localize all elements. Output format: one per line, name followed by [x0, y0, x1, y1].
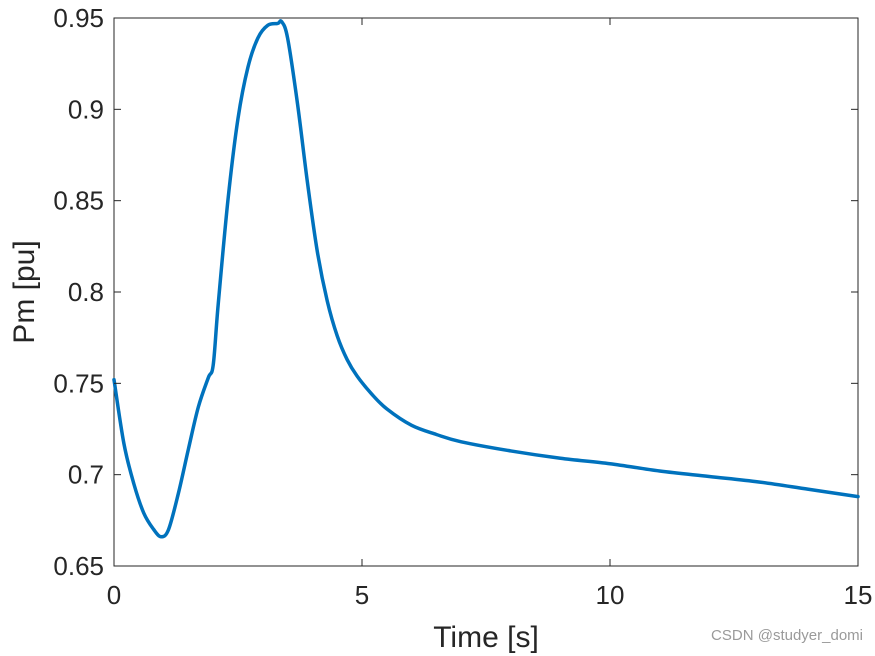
x-tick-label: 10 — [596, 580, 625, 610]
y-tick-label: 0.8 — [68, 277, 104, 307]
x-axis-label: Time [s] — [433, 621, 539, 654]
plot-frame — [113, 17, 859, 567]
x-tick-label: 15 — [844, 580, 873, 610]
x-tick-label: 0 — [107, 580, 121, 610]
y-axis-label: Pm [pu] — [8, 240, 41, 343]
y-tick-label: 0.65 — [53, 551, 104, 581]
y-tick-label: 0.85 — [53, 186, 104, 216]
y-tick-label: 0.95 — [53, 3, 104, 33]
y-tick-label: 0.7 — [68, 460, 104, 490]
x-tick-label: 5 — [355, 580, 369, 610]
plot-area — [113, 17, 859, 567]
ticks-layer: 0 5 10 15 0.65 0.7 0.75 0.8 0.85 0.9 0.95 — [53, 3, 872, 610]
series-layer — [112, 19, 860, 539]
y-tick-label: 0.9 — [68, 94, 104, 124]
y-tick-label: 0.75 — [53, 368, 104, 398]
watermark: CSDN @studyer_domi — [711, 627, 863, 644]
series-line-pm — [112, 19, 860, 539]
